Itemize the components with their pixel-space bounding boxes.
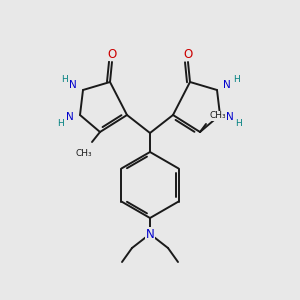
Text: N: N bbox=[223, 80, 231, 90]
Text: O: O bbox=[183, 47, 193, 61]
Text: H: H bbox=[236, 118, 242, 127]
Text: H: H bbox=[232, 74, 239, 83]
Text: CH₃: CH₃ bbox=[76, 149, 92, 158]
Text: H: H bbox=[61, 74, 68, 83]
Text: N: N bbox=[69, 80, 77, 90]
Text: N: N bbox=[66, 112, 74, 122]
Text: N: N bbox=[226, 112, 234, 122]
Text: H: H bbox=[58, 118, 64, 127]
Text: N: N bbox=[146, 227, 154, 241]
Text: CH₃: CH₃ bbox=[210, 112, 226, 121]
Text: O: O bbox=[107, 47, 117, 61]
